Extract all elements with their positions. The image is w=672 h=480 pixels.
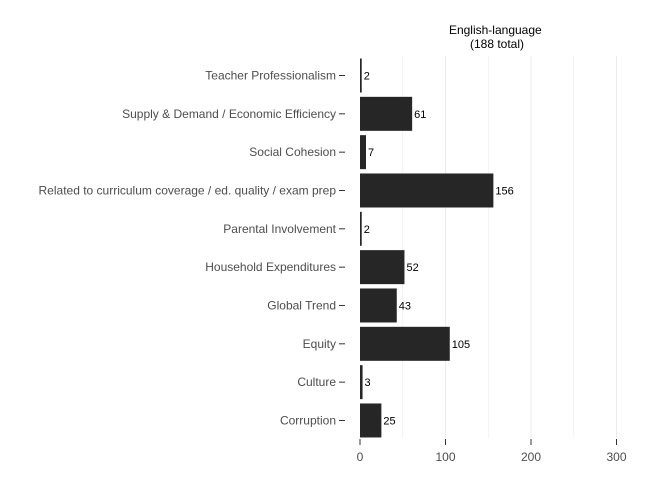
- data-label-1: 61: [414, 109, 426, 121]
- category-label-7: Equity: [303, 337, 336, 351]
- data-label-8: 3: [365, 377, 371, 389]
- data-label-4: 2: [364, 224, 370, 236]
- chart-title-line-2: (188 total): [470, 37, 524, 51]
- data-label-9: 25: [383, 415, 395, 427]
- bar-6: [360, 288, 397, 323]
- category-label-6: Global Trend: [267, 298, 336, 312]
- data-label-2: 7: [368, 147, 374, 159]
- bar-3: [360, 173, 494, 208]
- x-tick-label-1: 100: [435, 450, 455, 464]
- data-label-0: 2: [364, 71, 370, 83]
- bar-8: [360, 365, 363, 400]
- x-axis-tick-labels: 0 100 200 300: [357, 439, 627, 464]
- category-label-0: Teacher Professionalism: [205, 69, 336, 83]
- category-label-3: Related to curriculum coverage / ed. qua…: [39, 183, 337, 197]
- x-tick-label-2: 200: [521, 450, 541, 464]
- bar-4: [360, 211, 362, 246]
- category-label-9: Corruption: [280, 413, 336, 427]
- bar-2: [360, 135, 366, 170]
- bars: [360, 58, 494, 438]
- category-label-5: Household Expenditures: [205, 260, 336, 274]
- data-label-5: 52: [406, 262, 418, 274]
- category-label-8: Culture: [297, 375, 336, 389]
- data-labels: 2 61 7 156 2 52 43 105 3 25: [364, 71, 514, 428]
- chart-title-line-1: English-language: [449, 23, 542, 37]
- data-label-7: 105: [452, 339, 470, 351]
- category-label-4: Parental Involvement: [223, 222, 336, 236]
- bar-5: [360, 250, 405, 285]
- bar-9: [360, 403, 382, 438]
- chart-title: English-language (188 total): [449, 23, 545, 51]
- bar-0: [360, 58, 362, 93]
- category-label-1: Supply & Demand / Economic Efficiency: [122, 107, 336, 121]
- category-label-2: Social Cohesion: [249, 145, 336, 159]
- data-label-6: 43: [399, 300, 411, 312]
- bar-7: [360, 326, 450, 361]
- bar-1: [360, 96, 413, 131]
- x-tick-label-0: 0: [357, 450, 364, 464]
- y-axis-category-labels: Teacher Professionalism Supply & Demand /…: [39, 69, 345, 427]
- x-tick-label-3: 300: [606, 450, 626, 464]
- grid-lines: [402, 56, 617, 438]
- data-label-3: 156: [495, 185, 513, 197]
